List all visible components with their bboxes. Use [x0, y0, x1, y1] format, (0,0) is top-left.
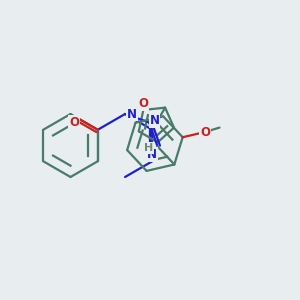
- Text: N: N: [127, 107, 137, 121]
- Text: N: N: [147, 148, 157, 161]
- Text: O: O: [69, 116, 79, 129]
- Text: O: O: [200, 126, 210, 139]
- Text: O: O: [138, 98, 148, 110]
- Text: N: N: [149, 114, 160, 128]
- Text: H: H: [144, 143, 153, 153]
